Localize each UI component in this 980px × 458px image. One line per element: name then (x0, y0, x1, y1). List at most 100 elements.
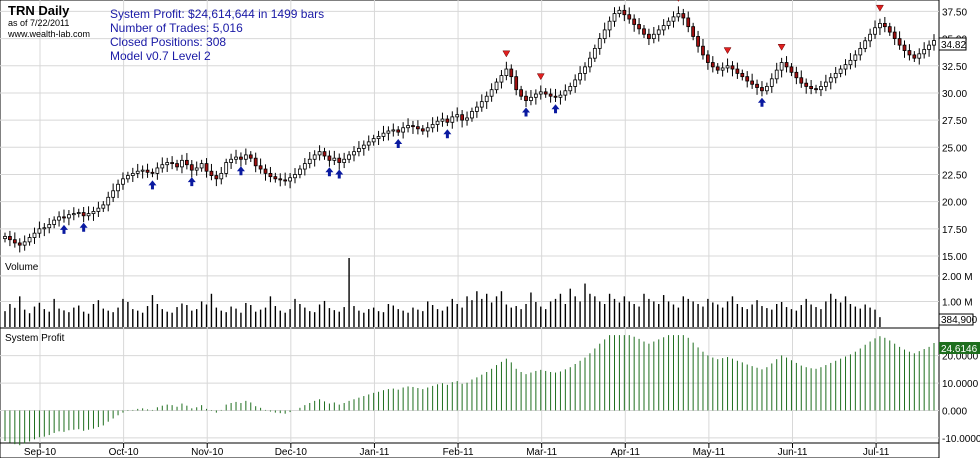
candle-body (568, 86, 573, 92)
price-pane (0, 0, 940, 257)
y-axis-labels: 37.5035.0032.5030.0027.5025.0022.5020.00… (942, 7, 980, 444)
candle-body (155, 167, 160, 174)
candle-body (101, 204, 106, 209)
buy-signal-arrow (187, 177, 196, 187)
candle-body (357, 147, 361, 153)
candle-body (735, 68, 740, 74)
candle-body (460, 114, 465, 121)
candle-body (602, 29, 607, 40)
candle-body (725, 65, 730, 69)
candle-body (234, 156, 238, 160)
candle-body (804, 82, 809, 87)
candle-body (710, 62, 715, 68)
candle-body (838, 68, 843, 74)
candle-body (342, 158, 347, 163)
profit-tick-label: 0.000 (942, 406, 967, 417)
candle-body (720, 67, 725, 71)
candle-body (706, 54, 710, 63)
candle-body (651, 33, 656, 40)
candle-body (858, 47, 863, 56)
candle-body (273, 176, 278, 180)
candle-body (22, 241, 27, 246)
candle-body (283, 179, 288, 182)
candle-body (922, 49, 927, 55)
candle-body (209, 170, 214, 176)
candle-body (465, 117, 469, 121)
candle-body (848, 59, 853, 66)
candle-body (111, 190, 116, 198)
buy-signal-arrow (522, 107, 531, 117)
candle-body (116, 183, 120, 192)
candle-body (180, 159, 184, 168)
profit-last-badge (939, 342, 980, 354)
trade-signals (59, 0, 884, 234)
candle-body (592, 47, 597, 59)
candle-body (420, 128, 425, 132)
price-candles (3, 4, 936, 253)
price-tick-label: 37.50 (942, 7, 967, 18)
candle-body (558, 94, 563, 98)
month-label: May-11 (693, 447, 726, 458)
candle-body (76, 212, 81, 215)
candle-body (853, 54, 858, 61)
candle-body (396, 129, 401, 133)
candle-body (745, 76, 750, 82)
volume-last-value: 384,900 (941, 315, 978, 326)
candle-body (671, 16, 676, 22)
candle-body (145, 169, 150, 173)
candle-body (509, 68, 514, 78)
candle-body (140, 169, 145, 172)
candle-body (740, 72, 745, 78)
volume-tick-label: 1.00 M (942, 297, 973, 308)
candle-body (873, 27, 877, 35)
candle-body (755, 83, 759, 88)
candle-body (106, 196, 111, 206)
candle-body (67, 214, 71, 219)
candle-body (332, 157, 337, 161)
candle-body (661, 25, 666, 31)
candle-body (32, 232, 37, 238)
candle-body (411, 125, 415, 128)
buy-signal-arrow (325, 167, 334, 177)
candle-body (529, 96, 533, 101)
month-label: Dec-10 (275, 447, 308, 458)
price-tick-label: 30.00 (942, 89, 967, 100)
candle-body (440, 118, 445, 122)
candle-body (27, 237, 32, 243)
info-line-model: Model v0.7 Level 2 (110, 49, 211, 63)
candle-body (381, 132, 386, 137)
website-label: www.wealth-lab.com (7, 29, 90, 39)
candle-body (42, 227, 47, 230)
candle-body (96, 207, 101, 212)
grid-lines (0, 0, 939, 443)
candle-body (455, 114, 460, 118)
volume-last-badge (938, 313, 974, 326)
candle-body (794, 71, 799, 79)
candle-body (214, 175, 219, 180)
candle-body (416, 126, 420, 130)
pane-frames (0, 0, 940, 458)
candle-body (307, 158, 312, 165)
candle-body (135, 170, 140, 174)
buy-signal-arrow (443, 129, 452, 139)
candle-body (199, 163, 204, 169)
candle-body (583, 66, 587, 74)
candle-body (371, 138, 376, 143)
candle-body (184, 159, 189, 166)
candle-body (548, 93, 553, 97)
candle-body (361, 144, 366, 149)
candle-body (278, 178, 283, 181)
candle-body (563, 90, 568, 96)
price-tick-label: 17.50 (942, 225, 967, 236)
candle-body (219, 172, 224, 180)
candle-body (799, 77, 804, 84)
candle-body (366, 141, 371, 146)
candle-body (312, 154, 317, 160)
profit-tick-label: 20.0000 M (942, 352, 980, 363)
buy-signal-arrow (236, 166, 245, 176)
candle-body (8, 236, 12, 241)
sell-signal-marker (777, 44, 786, 51)
candle-body (533, 93, 538, 98)
x-axis-strip (0, 442, 940, 458)
candle-body (573, 79, 578, 87)
